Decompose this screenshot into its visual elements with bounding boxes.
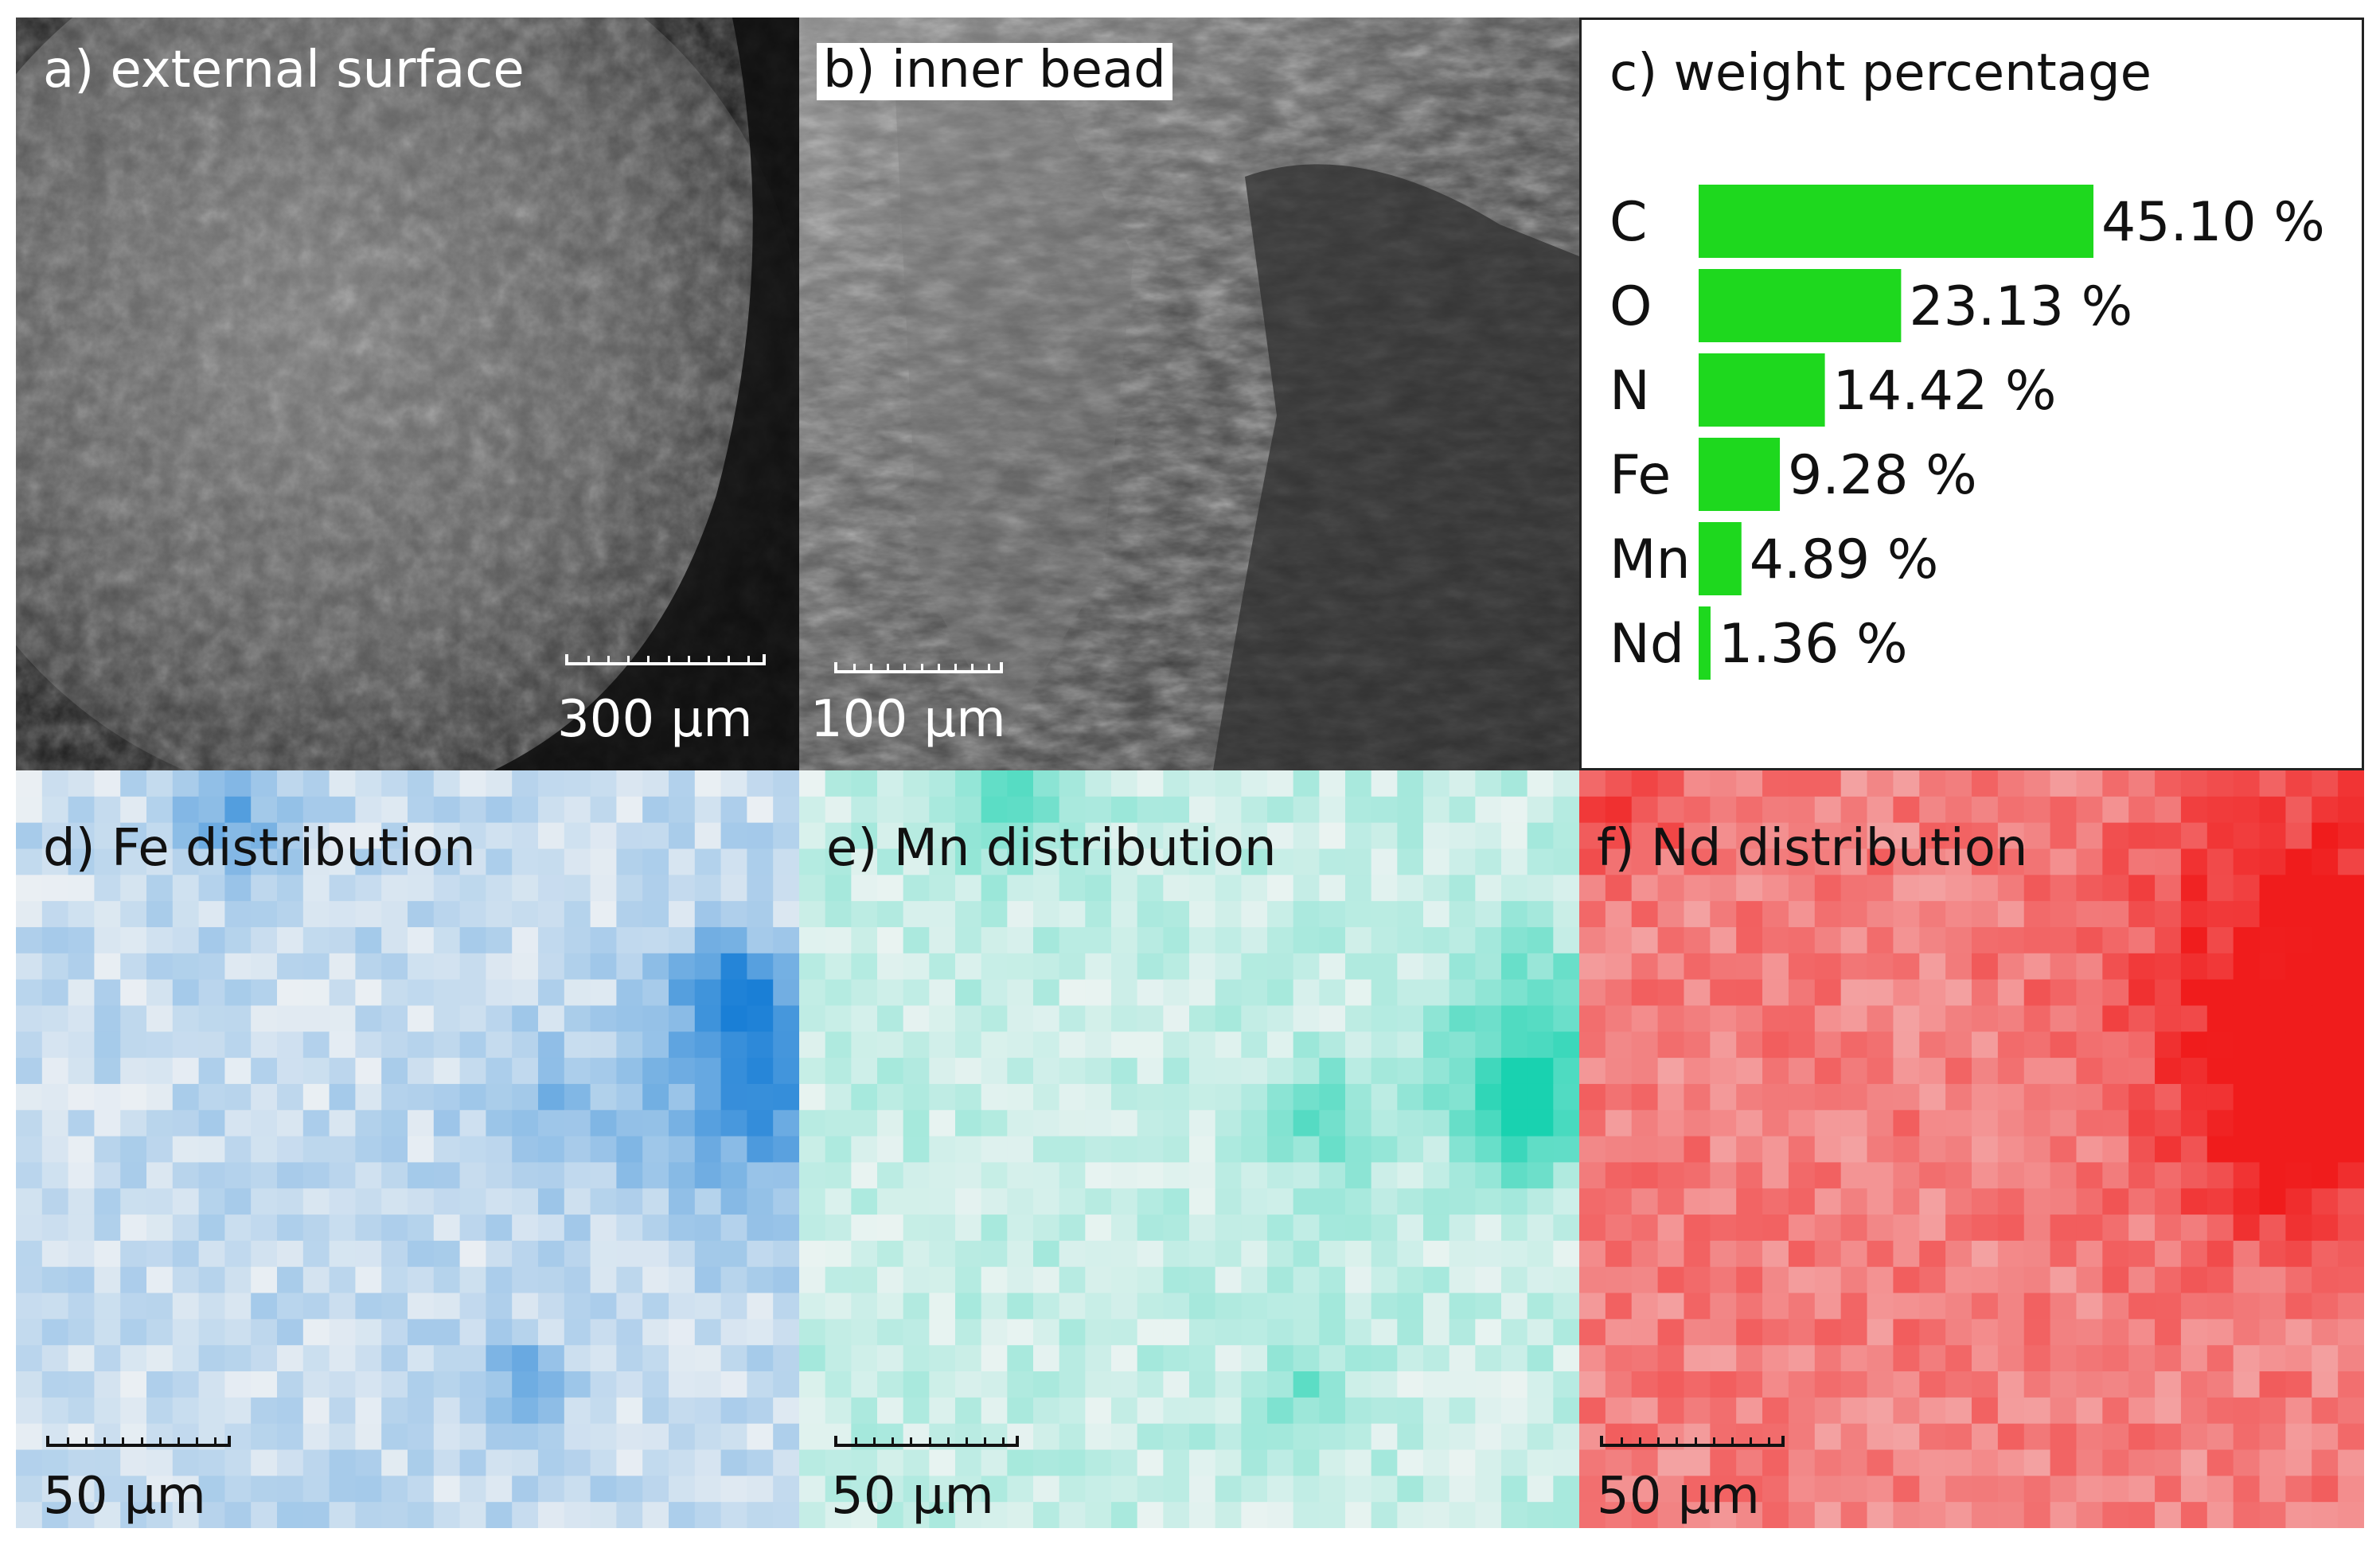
scale-tick (887, 664, 890, 670)
scale-tick (747, 656, 751, 662)
scale-tick (728, 656, 731, 662)
scale-tick (892, 1437, 895, 1444)
scale-bar-f: 50 µm (1597, 1428, 1839, 1526)
bar-C (1699, 185, 2093, 258)
bar-O (1699, 269, 1902, 342)
scale-bar-line (1600, 1436, 1785, 1447)
scale-tick (1694, 1437, 1697, 1444)
scale-tick (920, 664, 923, 670)
bar-Fe (1699, 438, 1781, 511)
scale-tick (910, 1437, 913, 1444)
scale-tick (707, 656, 710, 662)
bar-Nd (1699, 606, 1711, 680)
scale-tick (946, 1437, 950, 1444)
value-label: 1.36 % (1719, 613, 1908, 676)
scale-tick (177, 1437, 180, 1444)
fe-distribution-map (16, 770, 799, 1528)
scale-tick (587, 656, 590, 662)
scale-tick (627, 656, 630, 662)
scale-tick (687, 656, 690, 662)
category-label: C (1609, 191, 1647, 254)
scale-tick (1002, 1437, 1005, 1444)
sem-image-external-surface (16, 18, 799, 770)
scale-tick (84, 1437, 88, 1444)
scale-tick (103, 1437, 107, 1444)
panel-c-frame (1579, 18, 2364, 770)
scale-tick (971, 664, 974, 670)
scale-tick (928, 1437, 931, 1444)
category-label: N (1609, 360, 1650, 423)
scale-bar-line (565, 654, 766, 665)
scale-tick (869, 664, 872, 670)
scale-tick (903, 664, 907, 670)
mn-distribution-map (799, 770, 1579, 1528)
scale-bar-label: 50 µm (1597, 1467, 1760, 1526)
scale-tick (607, 656, 610, 662)
scale-tick (214, 1437, 217, 1444)
scale-tick (66, 1437, 69, 1444)
scale-tick (1730, 1437, 1734, 1444)
scale-tick (984, 1437, 987, 1444)
scale-bar-label: 50 µm (831, 1467, 994, 1526)
scale-tick (1620, 1437, 1623, 1444)
panel-e-mn-distribution: e) Mn distribution 50 µm (799, 770, 1579, 1528)
panel-f-nd-distribution: f) Nd distribution 50 µm (1579, 770, 2364, 1528)
scale-bar-a: 300 µm (557, 646, 780, 750)
panel-b-inner-bead: b) inner bead 100 µm (799, 18, 1579, 770)
scale-tick (988, 664, 991, 670)
chart-title: c) weight percentage (1609, 44, 2152, 103)
panel-a-label: a) external surface (43, 41, 525, 99)
panel-b-label: b) inner bead (817, 43, 1172, 100)
scale-bar-line (834, 1436, 1019, 1447)
panel-d-label: d) Fe distribution (43, 819, 476, 878)
scale-bar-label: 300 µm (557, 690, 753, 749)
scale-bar-label: 100 µm (810, 690, 1006, 749)
scale-tick (872, 1437, 876, 1444)
scale-tick (965, 1437, 968, 1444)
scale-bar-line (834, 662, 1003, 673)
panel-a-external-surface: a) external surface 300 µm (16, 18, 799, 770)
scale-tick (937, 664, 940, 670)
nd-distribution-map (1579, 770, 2364, 1528)
scale-tick (1768, 1437, 1771, 1444)
value-label: 23.13 % (1909, 275, 2132, 338)
panel-f-label: f) Nd distribution (1597, 819, 2028, 878)
scale-bar-d: 50 µm (43, 1428, 285, 1526)
category-label: Nd (1609, 613, 1684, 676)
value-label: 45.10 % (2101, 191, 2325, 254)
scale-tick (647, 656, 650, 662)
scale-tick (122, 1437, 125, 1444)
category-label: Mn (1609, 528, 1691, 591)
value-label: 4.89 % (1750, 528, 1939, 591)
scale-bar-label: 50 µm (43, 1467, 206, 1526)
scale-bar-b: 100 µm (810, 654, 1057, 758)
panel-e-label: e) Mn distribution (826, 819, 1277, 878)
panel-d-fe-distribution: d) Fe distribution 50 µm (16, 770, 799, 1528)
scale-tick (1712, 1437, 1715, 1444)
sem-image-inner-bead (799, 18, 1579, 770)
value-label: 9.28 % (1788, 444, 1977, 507)
scale-tick (853, 664, 856, 670)
bar-N (1699, 353, 1825, 427)
category-label: Fe (1609, 444, 1671, 507)
scale-tick (158, 1437, 162, 1444)
panel-c-weight-percentage: c) weight percentage C 45.10 % O 23.13 % N 14… (1579, 18, 2364, 770)
scale-bar-line (46, 1436, 231, 1447)
scale-tick (1676, 1437, 1679, 1444)
category-label: O (1609, 275, 1652, 338)
bar-Mn (1699, 522, 1742, 595)
scale-tick (1750, 1437, 1753, 1444)
scale-tick (954, 664, 957, 670)
scale-tick (196, 1437, 199, 1444)
scale-tick (140, 1437, 143, 1444)
scale-bar-e: 50 µm (831, 1428, 1073, 1526)
scale-tick (1638, 1437, 1641, 1444)
value-label: 14.42 % (1833, 360, 2057, 423)
scale-tick (854, 1437, 857, 1444)
weight-percentage-chart: C 45.10 % O 23.13 % N 14.42 % Fe 9.28 % Mn 4.89 %… (1609, 185, 2325, 680)
scale-tick (1657, 1437, 1660, 1444)
scale-tick (667, 656, 670, 662)
